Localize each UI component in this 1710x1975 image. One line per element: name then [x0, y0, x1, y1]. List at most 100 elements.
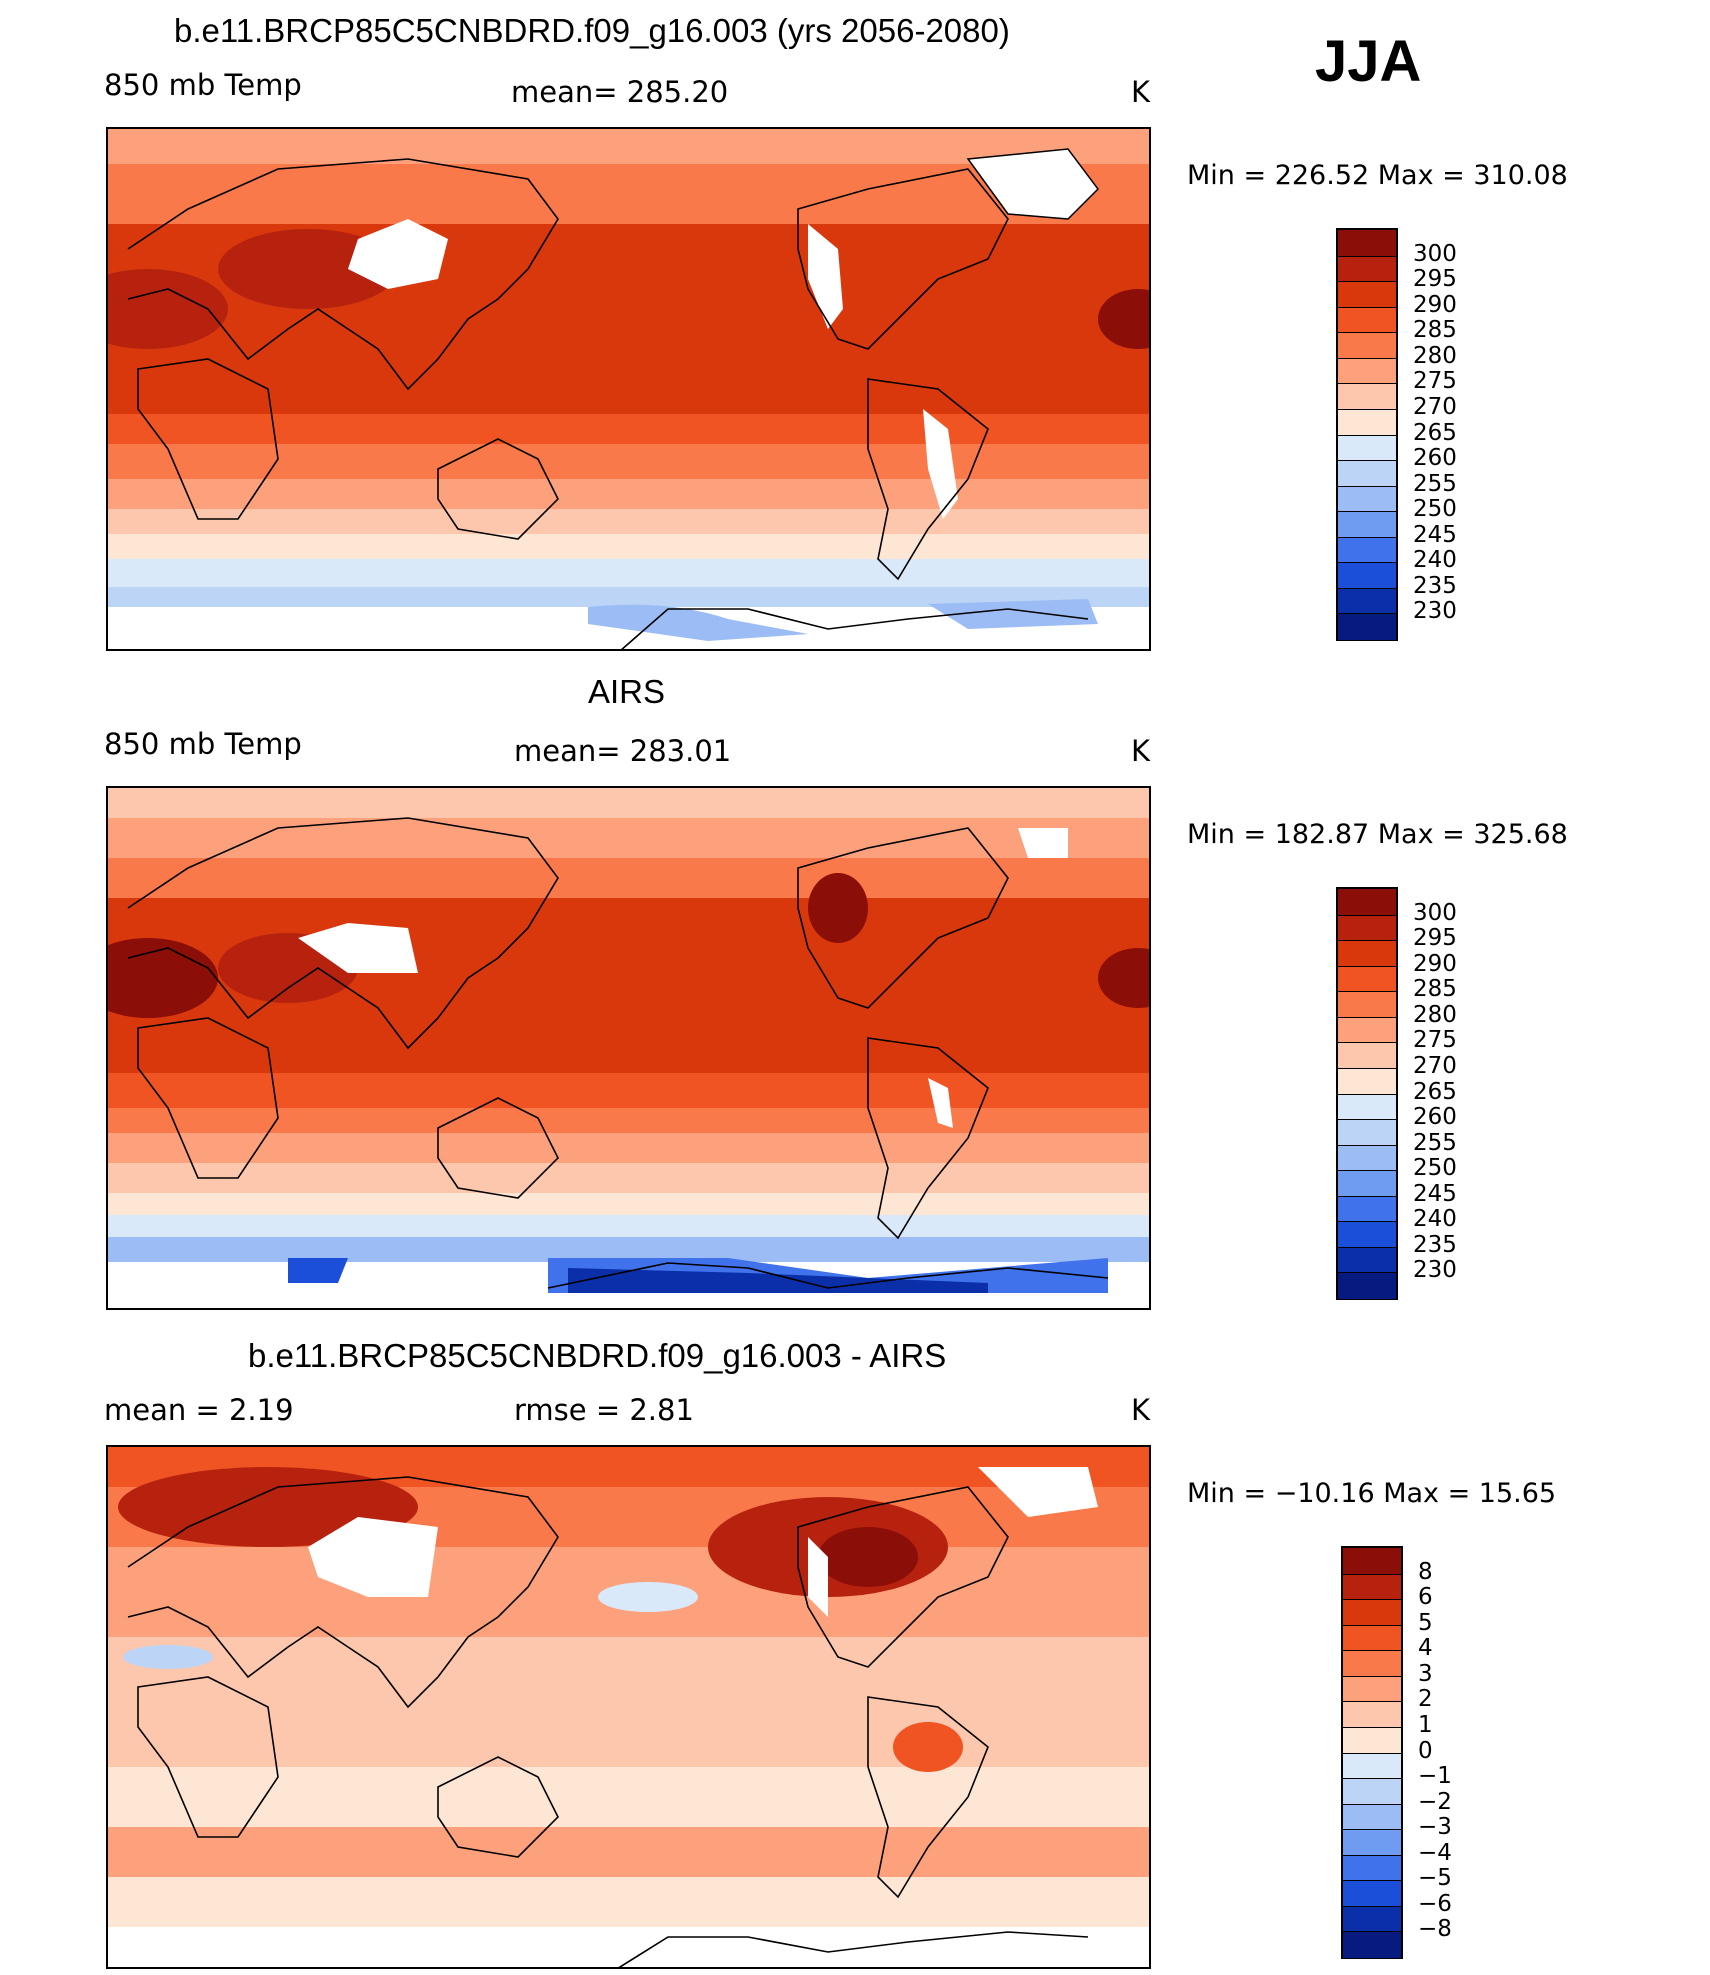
panel-2-colorbar-tick-label: 265 [1413, 1078, 1457, 1105]
panel-1-colorbar-segment [1338, 613, 1396, 640]
panel-3-colorbar-tick-label: −1 [1418, 1763, 1452, 1790]
panel-3-colorbar-tick-label: −2 [1418, 1788, 1452, 1815]
panel-3-colorbar-segment [1343, 1624, 1401, 1651]
panel-3-map [106, 1445, 1151, 1969]
panel-1-map [106, 127, 1151, 651]
panel-2-colorbar-segment [1338, 965, 1396, 992]
panel-1-colorbar-segment [1338, 536, 1396, 563]
panel-2-colorbar-tick-label: 245 [1413, 1180, 1457, 1207]
panel-3-colorbar-tick-label: 3 [1418, 1660, 1433, 1687]
panel-1-colorbar-segment [1338, 230, 1396, 257]
panel-1-colorbar-tick-label: 300 [1413, 240, 1457, 267]
panel-3-colorbar-tick-label: 5 [1418, 1609, 1433, 1636]
panel-3-colorbar-tick-label: −5 [1418, 1865, 1452, 1892]
panel-2-colorbar-tick-label: 270 [1413, 1052, 1457, 1079]
panel-2-colorbar-tick-label: 260 [1413, 1104, 1457, 1131]
panel-1-colorbar-tick-label: 245 [1413, 521, 1457, 548]
panel-3-colorbar-segment [1343, 1905, 1401, 1932]
panel-2-colorbar-tick-label: 300 [1413, 899, 1457, 926]
panel-3-rmse-text: rmse = 2.81 [514, 1393, 694, 1427]
panel-1-colorbar-segment [1338, 383, 1396, 410]
panel-3-colorbar-segment [1343, 1880, 1401, 1907]
panel-3-colorbar-tick-label: 1 [1418, 1711, 1433, 1738]
panel-2-colorbar-segment [1338, 1272, 1396, 1299]
panel-1-colorbar-tick-label: 230 [1413, 598, 1457, 625]
season-label: JJA [1315, 29, 1422, 94]
panel-2-colorbar-box [1336, 887, 1398, 1300]
panel-3-colorbar-segment [1343, 1701, 1401, 1728]
panel-3-map-svg [108, 1447, 1149, 1967]
panel-2-colorbar-tick-label: 275 [1413, 1027, 1457, 1054]
panel-3-colorbar-tick-label: 8 [1418, 1558, 1433, 1585]
panel-3-colorbar-segment [1343, 1854, 1401, 1881]
panel-2-units: K [1131, 734, 1151, 768]
panel-3-colorbar-tick-label: 0 [1418, 1737, 1433, 1764]
panel-3-colorbar-segment [1343, 1931, 1401, 1958]
panel-1-units: K [1131, 75, 1151, 109]
panel-2-colorbar-tick-label: 235 [1413, 1231, 1457, 1258]
panel-1-colorbar-tick-label: 270 [1413, 393, 1457, 420]
panel-2-map [106, 786, 1151, 1310]
panel-1-colorbar-tick-label: 280 [1413, 342, 1457, 369]
panel-3-colorbar: 8 6 5 4 3 2 1 0 −1 −2 −3 −4 −5 −6 −8 [1341, 1546, 1541, 1961]
panel-3-colorbar-tick-label: −4 [1418, 1839, 1452, 1866]
panel-2-colorbar-segment [1338, 991, 1396, 1018]
panel-1-variable-label: 850 mb Temp [104, 68, 302, 102]
panel-2-colorbar-segment [1338, 1221, 1396, 1248]
panel-1-minmax: Min = 226.52 Max = 310.08 [1187, 160, 1568, 191]
panel-2-variable-label: 850 mb Temp [104, 727, 302, 761]
panel-1-colorbar-segment [1338, 255, 1396, 282]
panel-3-colorbar-segment [1343, 1599, 1401, 1626]
panel-2-colorbar-tick-label: 250 [1413, 1155, 1457, 1182]
panel-3-mean-text: mean = 2.19 [104, 1393, 294, 1427]
panel-1-map-svg [108, 129, 1149, 649]
panel-1-colorbar-segment [1338, 306, 1396, 333]
panel-3-colorbar-tick-label: 2 [1418, 1686, 1433, 1713]
panel-3-colorbar-segment [1343, 1675, 1401, 1702]
panel-2-colorbar-segment [1338, 1042, 1396, 1069]
panel-2-minmax: Min = 182.87 Max = 325.68 [1187, 819, 1568, 850]
panel-2-colorbar-tick-label: 230 [1413, 1257, 1457, 1284]
panel-2-colorbar-segment [1338, 1119, 1396, 1146]
panel-2-mean-text: mean= 283.01 [514, 734, 732, 768]
panel-1-colorbar-segment [1338, 587, 1396, 614]
panel-1-colorbar-tick-label: 260 [1413, 445, 1457, 472]
panel-1-colorbar-tick-label: 240 [1413, 547, 1457, 574]
panel-1-colorbar-tick-label: 255 [1413, 470, 1457, 497]
panel-1-colorbar-tick-label: 285 [1413, 317, 1457, 344]
panel-3-colorbar-segment [1343, 1548, 1401, 1575]
panel-1-colorbar-box [1336, 228, 1398, 641]
panel-1-colorbar-segment [1338, 357, 1396, 384]
panel-3-colorbar-segment [1343, 1726, 1401, 1753]
panel-1-colorbar: 300 295 290 285 280 275 270 265 260 255 250 245 240 2… [1336, 228, 1536, 643]
panel-3-units: K [1131, 1393, 1151, 1427]
panel-2-colorbar-segment [1338, 1093, 1396, 1120]
panel-2-colorbar: 300 295 290 285 280 275 270 265 260 255 250 245 240 2… [1336, 887, 1536, 1302]
panel-2-colorbar-tick-label: 290 [1413, 950, 1457, 977]
panel-2-colorbar-tick-label: 280 [1413, 1001, 1457, 1028]
panel-3-minmax: Min = −10.16 Max = 15.65 [1187, 1478, 1557, 1509]
panel-2-colorbar-segment [1338, 1016, 1396, 1043]
panel-3-colorbar-tick-label: 6 [1418, 1584, 1433, 1611]
panel-2-title: AIRS [588, 673, 666, 710]
panel-3-colorbar-segment [1343, 1650, 1401, 1677]
panel-3-colorbar-segment [1343, 1803, 1401, 1830]
panel-2-colorbar-tick-label: 240 [1413, 1206, 1457, 1233]
panel-3-colorbar-segment [1343, 1573, 1401, 1600]
panel-1-mean-text: mean= 285.20 [511, 75, 729, 109]
panel-1-colorbar-tick-label: 295 [1413, 266, 1457, 293]
panel-2-colorbar-segment [1338, 1144, 1396, 1171]
panel-2-map-svg [108, 788, 1149, 1308]
panel-2-colorbar-tick-label: 255 [1413, 1129, 1457, 1156]
panel-1-colorbar-tick-label: 275 [1413, 368, 1457, 395]
panel-3-colorbar-tick-label: −6 [1418, 1890, 1452, 1917]
panel-2-colorbar-segment [1338, 889, 1396, 916]
panel-1-colorbar-tick-label: 235 [1413, 572, 1457, 599]
panel-2-colorbar-tick-label: 285 [1413, 976, 1457, 1003]
panel-1-colorbar-tick-label: 265 [1413, 419, 1457, 446]
panel-3-colorbar-segment [1343, 1752, 1401, 1779]
panel-3-colorbar-box [1341, 1546, 1403, 1959]
panel-3-title: b.e11.BRCP85C5CNBDRD.f09_g16.003 - AIRS [248, 1337, 947, 1374]
panel-1-title: b.e11.BRCP85C5CNBDRD.f09_g16.003 (yrs 20… [174, 12, 1010, 49]
panel-2-colorbar-segment [1338, 940, 1396, 967]
